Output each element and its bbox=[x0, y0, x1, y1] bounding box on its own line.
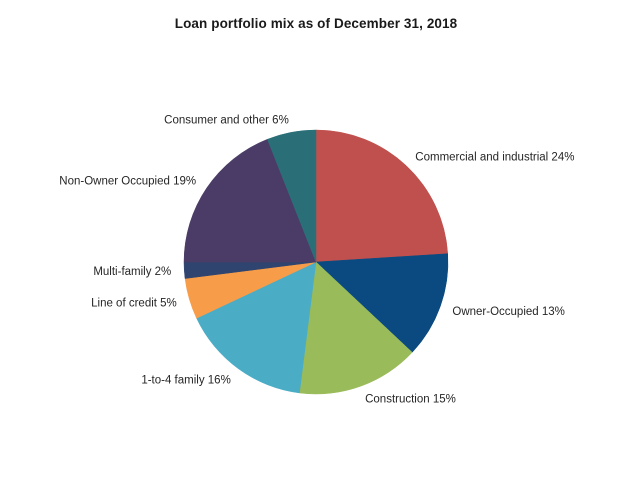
pie-slice-construction bbox=[299, 261, 413, 395]
pie-slice-1-to-4-family bbox=[196, 261, 317, 394]
pie-slice-owner-occupied bbox=[315, 253, 449, 353]
slice-label-non-owner-occupied: Non-Owner Occupied 19% bbox=[59, 176, 196, 188]
slice-label-consumer-and-other: Consumer and other 6% bbox=[164, 115, 289, 127]
slice-label-commercial-and-industrial: Commercial and industrial 24% bbox=[415, 151, 574, 163]
pie-slice-consumer-and-other bbox=[267, 129, 317, 263]
slice-label-multi-family: Multi-family 2% bbox=[93, 266, 171, 278]
slice-label-1-to-4-family: 1-to-4 family 16% bbox=[141, 374, 230, 386]
slice-label-construction: Construction 15% bbox=[365, 393, 456, 405]
slice-label-owner-occupied: Owner-Occupied 13% bbox=[452, 306, 565, 318]
pie-slice-non-owner-occupied bbox=[183, 138, 317, 263]
pie-slice-commercial-and-industrial bbox=[315, 129, 449, 263]
chart-title: Loan portfolio mix as of December 31, 20… bbox=[174, 16, 458, 31]
slice-label-line-of-credit: Line of credit 5% bbox=[91, 298, 177, 310]
